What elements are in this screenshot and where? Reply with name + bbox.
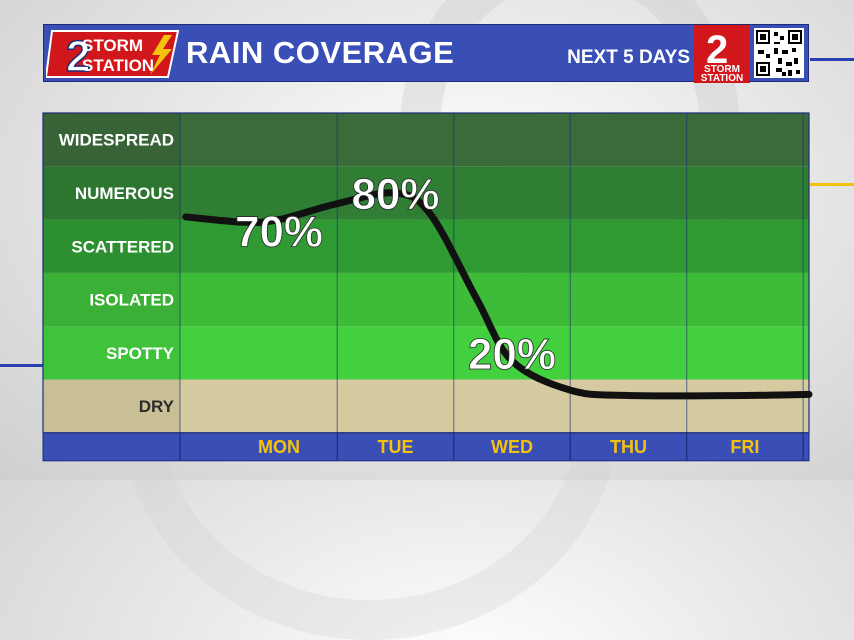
- level-label-widespread: WIDESPREAD: [59, 131, 174, 150]
- annotation-wed: 20%: [468, 330, 556, 379]
- day-label-mon: MON: [258, 437, 300, 457]
- logo-text-station: STATION: [82, 56, 154, 75]
- band-dry: [43, 379, 809, 433]
- channel-logo: 2 STORM STATION: [694, 25, 750, 83]
- annotation-mon: 70%: [235, 207, 323, 256]
- logo-number: 2: [66, 32, 90, 79]
- edge-accent-line: [810, 183, 854, 186]
- day-label-fri: FRI: [730, 437, 759, 457]
- level-label-scattered: SCATTERED: [71, 237, 174, 256]
- chart-subtitle: NEXT 5 DAYS: [567, 47, 690, 68]
- qr-code-icon: [754, 28, 804, 78]
- band-spotty: [43, 326, 809, 380]
- edge-accent-line: [810, 58, 854, 61]
- coverage-curve: [182, 189, 813, 400]
- level-label-dry: DRY: [139, 397, 175, 416]
- edge-accent-line: [0, 364, 44, 367]
- label-column-shade: [43, 113, 180, 433]
- logo-text-storm: STORM: [82, 36, 143, 55]
- band-isolated: [43, 272, 809, 327]
- band-widespread: [43, 113, 809, 167]
- storm-station-logo: 2 STORM STATION: [46, 30, 180, 79]
- level-label-isolated: ISOLATED: [89, 291, 174, 310]
- day-label-thu: THU: [610, 437, 647, 457]
- day-label-wed: WED: [491, 437, 533, 457]
- band-scattered: [43, 219, 809, 273]
- lightning-bolt-icon: [150, 35, 172, 75]
- rain-coverage-chart: DRY SPOTTY ISOLATED SCATTERED NUMEROUS WIDESP…: [42, 112, 813, 462]
- level-label-numerous: NUMEROUS: [75, 184, 174, 203]
- x-axis-bar: [42, 432, 810, 462]
- logo-text-storm: STORM: [704, 64, 740, 75]
- logo-number: 2: [706, 28, 728, 72]
- logo-text-station: STATION: [701, 73, 743, 83]
- header-bar: 2 STORM STATION RAIN COVERAGE NEXT 5 DAY…: [43, 24, 809, 83]
- level-label-spotty: SPOTTY: [106, 344, 175, 363]
- chart-title: RAIN COVERAGE: [186, 35, 455, 70]
- annotation-tue: 80%: [351, 170, 439, 219]
- day-label-tue: TUE: [377, 437, 413, 457]
